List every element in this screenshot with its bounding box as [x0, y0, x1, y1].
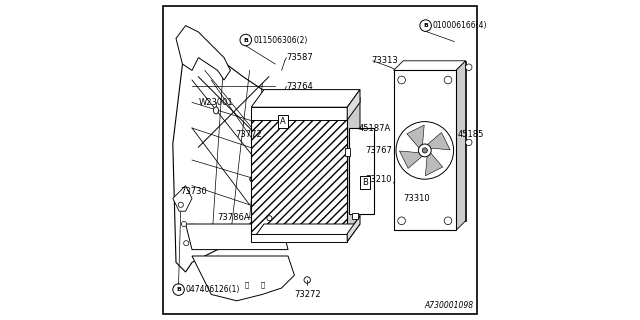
Polygon shape	[456, 61, 466, 230]
Text: 十: 十	[260, 282, 264, 288]
Circle shape	[398, 76, 406, 84]
Polygon shape	[251, 90, 360, 107]
Text: 011506306(2): 011506306(2)	[253, 36, 307, 44]
Circle shape	[466, 64, 472, 70]
Polygon shape	[176, 26, 230, 80]
Polygon shape	[251, 107, 347, 120]
Text: W23001: W23001	[198, 98, 234, 107]
Text: 45185: 45185	[458, 130, 484, 139]
Circle shape	[184, 241, 189, 246]
Text: A: A	[280, 117, 286, 126]
Text: 73764: 73764	[287, 82, 313, 91]
Polygon shape	[347, 98, 360, 234]
Text: 73313: 73313	[371, 56, 398, 65]
Polygon shape	[192, 256, 294, 301]
Polygon shape	[426, 132, 450, 150]
Text: B: B	[176, 287, 181, 292]
Text: B: B	[243, 37, 248, 43]
Polygon shape	[407, 125, 424, 149]
Polygon shape	[173, 186, 192, 211]
Bar	[349, 128, 374, 214]
Circle shape	[398, 217, 406, 225]
Polygon shape	[403, 61, 466, 221]
Ellipse shape	[214, 107, 219, 114]
Text: 047406126(1): 047406126(1)	[186, 285, 240, 294]
Text: 73272: 73272	[294, 290, 321, 299]
Polygon shape	[394, 61, 466, 70]
Polygon shape	[186, 224, 288, 250]
Circle shape	[182, 221, 187, 227]
Text: 73767: 73767	[365, 146, 392, 155]
Circle shape	[357, 128, 362, 133]
Circle shape	[444, 76, 452, 84]
Polygon shape	[251, 98, 360, 115]
Circle shape	[419, 144, 431, 157]
Polygon shape	[426, 152, 443, 176]
Text: 73730: 73730	[180, 188, 207, 196]
Bar	[394, 70, 456, 230]
Polygon shape	[251, 115, 347, 234]
Text: 73772: 73772	[236, 130, 262, 139]
Circle shape	[178, 202, 184, 207]
Text: A730001098: A730001098	[424, 301, 474, 310]
Text: 010006166(4): 010006166(4)	[433, 21, 488, 30]
Circle shape	[267, 216, 272, 221]
Text: 73786A: 73786A	[217, 213, 250, 222]
Circle shape	[444, 217, 452, 225]
Text: 北: 北	[244, 282, 248, 288]
Polygon shape	[251, 234, 347, 242]
Text: B: B	[362, 178, 369, 187]
Text: 73310: 73310	[403, 194, 430, 203]
Text: 73587: 73587	[287, 53, 313, 62]
Circle shape	[422, 148, 428, 153]
Text: B: B	[423, 23, 428, 28]
Polygon shape	[173, 38, 288, 272]
Text: 73210: 73210	[365, 175, 391, 184]
Bar	[352, 213, 358, 219]
Polygon shape	[251, 224, 360, 242]
Polygon shape	[347, 216, 360, 242]
Circle shape	[466, 139, 472, 146]
Polygon shape	[347, 90, 360, 120]
Bar	[345, 148, 349, 156]
Text: 45187A: 45187A	[358, 124, 390, 132]
Polygon shape	[399, 151, 424, 168]
